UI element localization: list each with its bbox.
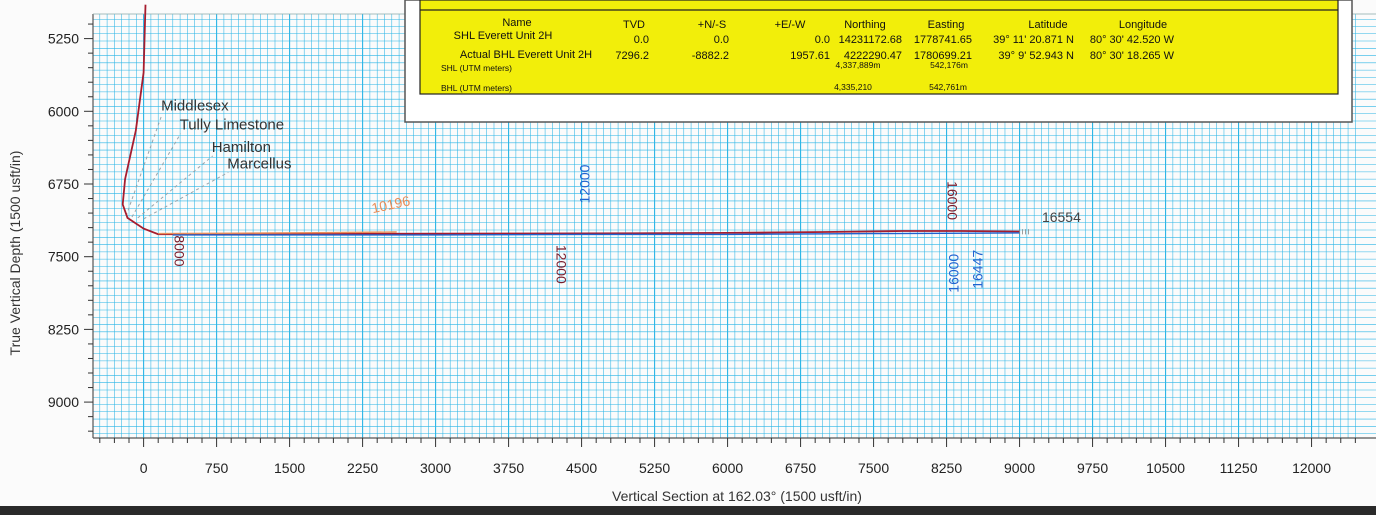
md-label: 12000 <box>553 245 569 284</box>
table-fill <box>419 0 1339 95</box>
md-label: 16000 <box>945 181 961 220</box>
x-tick-label: 4500 <box>566 460 597 476</box>
row2-latitude: 39° 9' 52.943 N <box>998 50 1074 62</box>
series-line-1 <box>172 232 1020 236</box>
x-tick-label: 2250 <box>347 460 378 476</box>
x-tick-label: 6000 <box>712 460 743 476</box>
header-name: Name <box>502 17 531 29</box>
x-axis-ticks: 0 750 1500 2250 3000 3750 4500 5250 6000 6750 7500… <box>99 438 1356 476</box>
formation-label: Marcellus <box>227 155 291 172</box>
md-label: 16554 <box>1042 209 1081 225</box>
bottom-border <box>0 506 1376 515</box>
formation-guide-line <box>131 133 182 218</box>
x-tick-label: 10500 <box>1146 460 1185 476</box>
x-tick-label: 9750 <box>1077 460 1108 476</box>
formation-label: Hamilton <box>212 139 271 156</box>
x-tick-label: 750 <box>205 460 229 476</box>
row2-northing: 4222290.47 <box>844 50 902 62</box>
x-tick-label: 8250 <box>931 460 962 476</box>
x-tick-label: 3750 <box>493 460 524 476</box>
table-header-row: Name TVD +N/-S +E/-W Northing Easting La… <box>502 17 1167 31</box>
formation-guide-line <box>137 155 214 219</box>
row2-ew: 1957.61 <box>790 50 830 62</box>
md-label: 10196 <box>370 192 412 216</box>
formation-guide-line <box>143 171 229 220</box>
row1-longitude: 80° 30' 42.520 W <box>1090 34 1175 46</box>
x-tick-label: 5250 <box>639 460 670 476</box>
shl-utm-label: SHL (UTM meters) <box>441 63 512 73</box>
md-label: 16000 <box>945 254 961 293</box>
y-tick-label: 6750 <box>48 176 79 192</box>
table-row: Actual BHL Everett Unit 2H 7296.2 -8882.… <box>460 49 1175 62</box>
row1-northing: 14231172.68 <box>839 34 902 46</box>
x-tick-label: 6750 <box>785 460 816 476</box>
row1-tvd: 0.0 <box>634 34 649 46</box>
header-ns: +N/-S <box>698 19 726 31</box>
row2-tvd: 7296.2 <box>615 50 649 62</box>
md-label: 8000 <box>172 235 188 266</box>
header-longitude: Longitude <box>1119 19 1167 31</box>
x-tick-label: 0 <box>140 460 148 476</box>
header-ew: +E/-W <box>775 19 806 31</box>
x-tick-label: 9000 <box>1004 460 1035 476</box>
formation-guides: Middlesex Tully Limestone HamiltonMarcellu… <box>125 97 291 220</box>
y-axis-title: True Vertical Depth (1500 usft/in) <box>7 151 23 356</box>
y-tick-label: 8250 <box>48 321 79 337</box>
row2-ns: -8882.2 <box>692 50 729 62</box>
y-tick-label: 7500 <box>48 249 79 265</box>
row2-longitude: 80° 30' 18.265 W <box>1090 50 1175 62</box>
x-tick-label: 12000 <box>1292 460 1331 476</box>
y-tick-label: 9000 <box>48 394 79 410</box>
row1-ns: 0.0 <box>714 34 729 46</box>
header-latitude: Latitude <box>1028 19 1067 31</box>
y-tick-label: 6000 <box>48 103 79 119</box>
header-easting: Easting <box>928 19 965 31</box>
table-row: SHL Everett Unit 2H 0.0 0.0 0.0 14231172… <box>454 30 1175 46</box>
x-tick-label: 3000 <box>420 460 451 476</box>
row2-easting: 1780699.21 <box>914 50 972 62</box>
formation-label: Middlesex <box>161 97 229 114</box>
shl-utm-northing: 4,337,889m <box>836 60 881 70</box>
row1-name: SHL Everett Unit 2H <box>454 30 553 42</box>
series-group <box>121 4 1029 236</box>
x-tick-label: 1500 <box>274 460 305 476</box>
x-tick-label: 11250 <box>1220 460 1258 476</box>
formation-label: Tully Limestone <box>180 117 285 134</box>
header-northing: Northing <box>844 19 886 31</box>
well-info-table: Name TVD +N/-S +E/-W Northing Easting La… <box>404 0 1353 123</box>
row1-latitude: 39° 11' 20.871 N <box>993 34 1074 46</box>
series-line-2 <box>158 231 397 235</box>
bhl-utm-label: BHL (UTM meters) <box>441 83 512 93</box>
md-labels: 10196 12000 16000 8000 12000 16000 16447 16554 <box>172 164 1081 292</box>
y-tick-label: 5250 <box>48 31 79 47</box>
bhl-utm-easting: 542,761m <box>929 82 967 92</box>
row1-ew: 0.0 <box>815 34 830 46</box>
y-axis-ticks: 5250 6000 6750 7500 8250 9000 <box>48 23 93 432</box>
bhl-utm-northing: 4,335,210 <box>834 82 872 92</box>
shl-utm-easting: 542,176m <box>930 60 968 70</box>
x-tick-label: 7500 <box>858 460 889 476</box>
row1-easting: 1778741.65 <box>914 34 972 46</box>
x-axis-title: Vertical Section at 162.03° (1500 usft/i… <box>612 488 862 504</box>
md-label: 12000 <box>576 164 592 203</box>
header-tvd: TVD <box>623 19 645 31</box>
row2-name: Actual BHL Everett Unit 2H <box>460 49 592 61</box>
md-label: 16447 <box>970 250 986 289</box>
